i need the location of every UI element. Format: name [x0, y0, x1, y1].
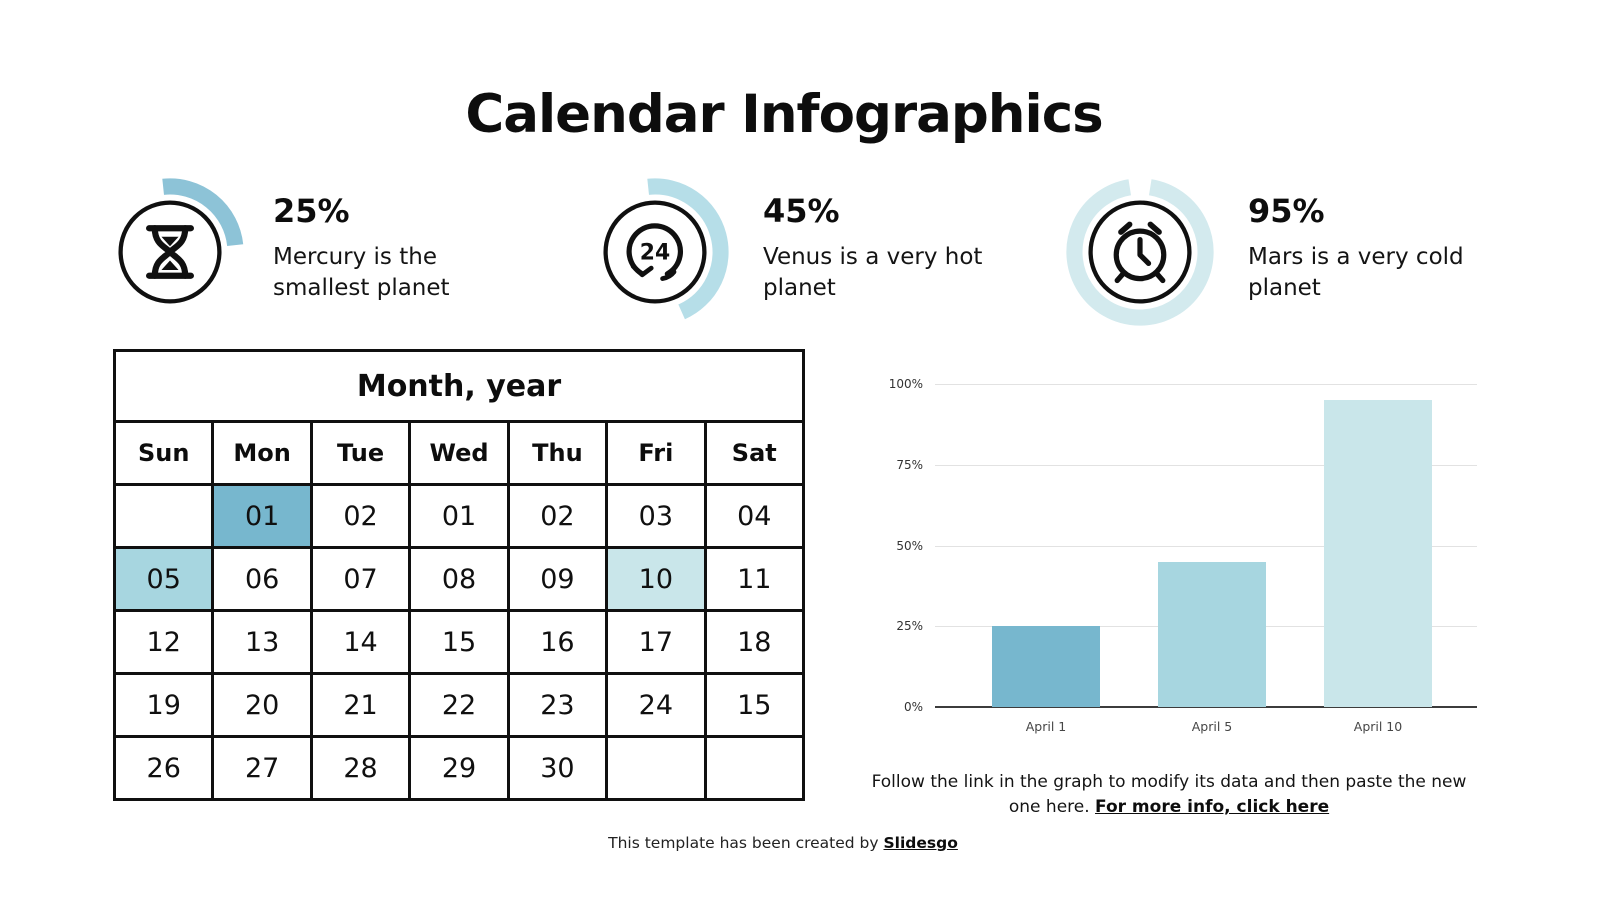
bar-april-5: [1158, 561, 1266, 707]
y-axis-tick-label: 0%: [903, 700, 923, 714]
hourglass-icon: [118, 178, 244, 304]
stat-mercury: 25% Mercury is the smallest planet: [94, 176, 564, 336]
calendar-cell-01: 01: [214, 486, 310, 546]
chart-note-text: Follow the link in the graph to modify i…: [871, 772, 1467, 817]
chart-note: Follow the link in the graph to modify i…: [866, 770, 1472, 820]
bar-chart-plot-area: [935, 384, 1477, 708]
calendar-month-title: Month, year: [116, 352, 802, 420]
slidesgo-link[interactable]: Slidesgo: [883, 834, 958, 852]
calendar-cell-11: 11: [706, 549, 802, 609]
calendar-cell-02: 02: [312, 486, 409, 546]
calendar-cell-08: 08: [411, 549, 507, 609]
calendar-weekday-sat: Sat: [706, 423, 802, 483]
calendar-cell-10: 10: [608, 549, 704, 609]
24-hours-icon-label: 24: [640, 241, 670, 266]
calendar-cell-03: 03: [608, 486, 704, 546]
bar-chart: 0% 25% 50% 75% 100% April 1 April 5 April 10: [855, 374, 1479, 739]
stat-venus: 24 45% Venus is a very hot planet: [579, 176, 1049, 336]
y-axis-tick-label: 75%: [896, 457, 923, 472]
calendar-cell-21: 21: [312, 675, 409, 735]
calendar-cell-22: 22: [411, 675, 507, 735]
gridline: [935, 384, 1477, 385]
calendar-cell-01: 01: [411, 486, 507, 546]
calendar-cell-07: 07: [312, 549, 409, 609]
x-axis-tick-label: April 5: [1191, 719, 1233, 734]
alarm-clock-icon: [1066, 179, 1214, 326]
calendar-cell-02: 02: [509, 486, 606, 546]
footer-credit: This template has been created by Slides…: [0, 834, 1566, 852]
y-axis-tick-label: 25%: [896, 619, 923, 634]
stat-mars: 95% Mars is a very cold planet: [1064, 176, 1534, 336]
calendar-cell-09: 09: [509, 549, 606, 609]
footer-text: This template has been created by: [608, 834, 884, 852]
calendar-cell-15: 15: [706, 675, 802, 735]
calendar-cell-15: 15: [411, 612, 507, 672]
calendar-cell-20: 20: [214, 675, 310, 735]
calendar-cell-17: 17: [608, 612, 704, 672]
y-axis-tick-label: 50%: [896, 538, 923, 553]
calendar-cell-24: 24: [608, 675, 704, 735]
calendar-cell-16: 16: [509, 612, 606, 672]
calendar-cell-06: 06: [214, 549, 310, 609]
stat-percent: 25%: [273, 192, 350, 230]
calendar-cell-14: 14: [312, 612, 409, 672]
stat-description: Mercury is the smallest planet: [273, 244, 450, 302]
calendar-cell-04: 04: [706, 486, 802, 546]
calendar-weekday-mon: Mon: [214, 423, 310, 483]
calendar-cell-19: 19: [116, 675, 212, 735]
calendar-weekday-fri: Fri: [608, 423, 704, 483]
calendar-cell-13: 13: [214, 612, 310, 672]
calendar-cell-28: 28: [312, 738, 409, 798]
calendar-cell-23: 23: [509, 675, 606, 735]
calendar-table: Month, year Sun Mon Tue Wed Thu Fri Sat 01 02 01 02…: [113, 349, 805, 801]
x-axis-tick-label: April 1: [1025, 719, 1067, 734]
calendar-cell-27: 27: [214, 738, 310, 798]
calendar-weekday-thu: Thu: [509, 423, 606, 483]
calendar-weekday-tue: Tue: [312, 423, 409, 483]
y-axis-tick-label: 100%: [888, 377, 923, 391]
stat-percent: 45%: [763, 192, 840, 230]
stat-percent: 95%: [1248, 192, 1325, 230]
bar-april-10: [1324, 400, 1432, 707]
calendar-cell-empty: [116, 486, 212, 546]
stat-description: Venus is a very hot planet: [763, 244, 983, 302]
calendar-cell-empty: [608, 738, 704, 798]
calendar-cell-empty: [706, 738, 802, 798]
24-hours-icon: 24: [603, 178, 729, 320]
calendar-weekday-wed: Wed: [411, 423, 507, 483]
x-axis-line: [935, 706, 1477, 708]
page-title: Calendar Infographics: [465, 84, 1103, 145]
calendar-cell-18: 18: [706, 612, 802, 672]
calendar-cell-05: 05: [116, 549, 212, 609]
x-axis-tick-label: April 10: [1353, 719, 1403, 734]
calendar-cell-29: 29: [411, 738, 507, 798]
calendar-cell-26: 26: [116, 738, 212, 798]
gridline: [935, 545, 1477, 547]
stat-description: Mars is a very cold planet: [1248, 244, 1464, 302]
gridline: [935, 464, 1477, 466]
calendar-cell-30: 30: [509, 738, 606, 798]
calendar-weekday-sun: Sun: [116, 423, 212, 483]
calendar-cell-12: 12: [116, 612, 212, 672]
more-info-link[interactable]: For more info, click here: [1095, 796, 1330, 817]
bar-april-1: [992, 626, 1100, 707]
